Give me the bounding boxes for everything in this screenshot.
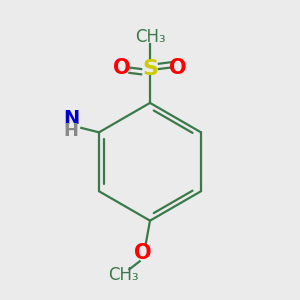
Text: O: O bbox=[113, 58, 131, 78]
Text: CH₃: CH₃ bbox=[135, 28, 165, 46]
Text: O: O bbox=[169, 58, 187, 78]
Text: CH₃: CH₃ bbox=[108, 266, 139, 284]
Text: H: H bbox=[64, 122, 79, 140]
Text: S: S bbox=[142, 59, 158, 79]
Text: N: N bbox=[63, 109, 79, 128]
Text: O: O bbox=[134, 243, 152, 263]
